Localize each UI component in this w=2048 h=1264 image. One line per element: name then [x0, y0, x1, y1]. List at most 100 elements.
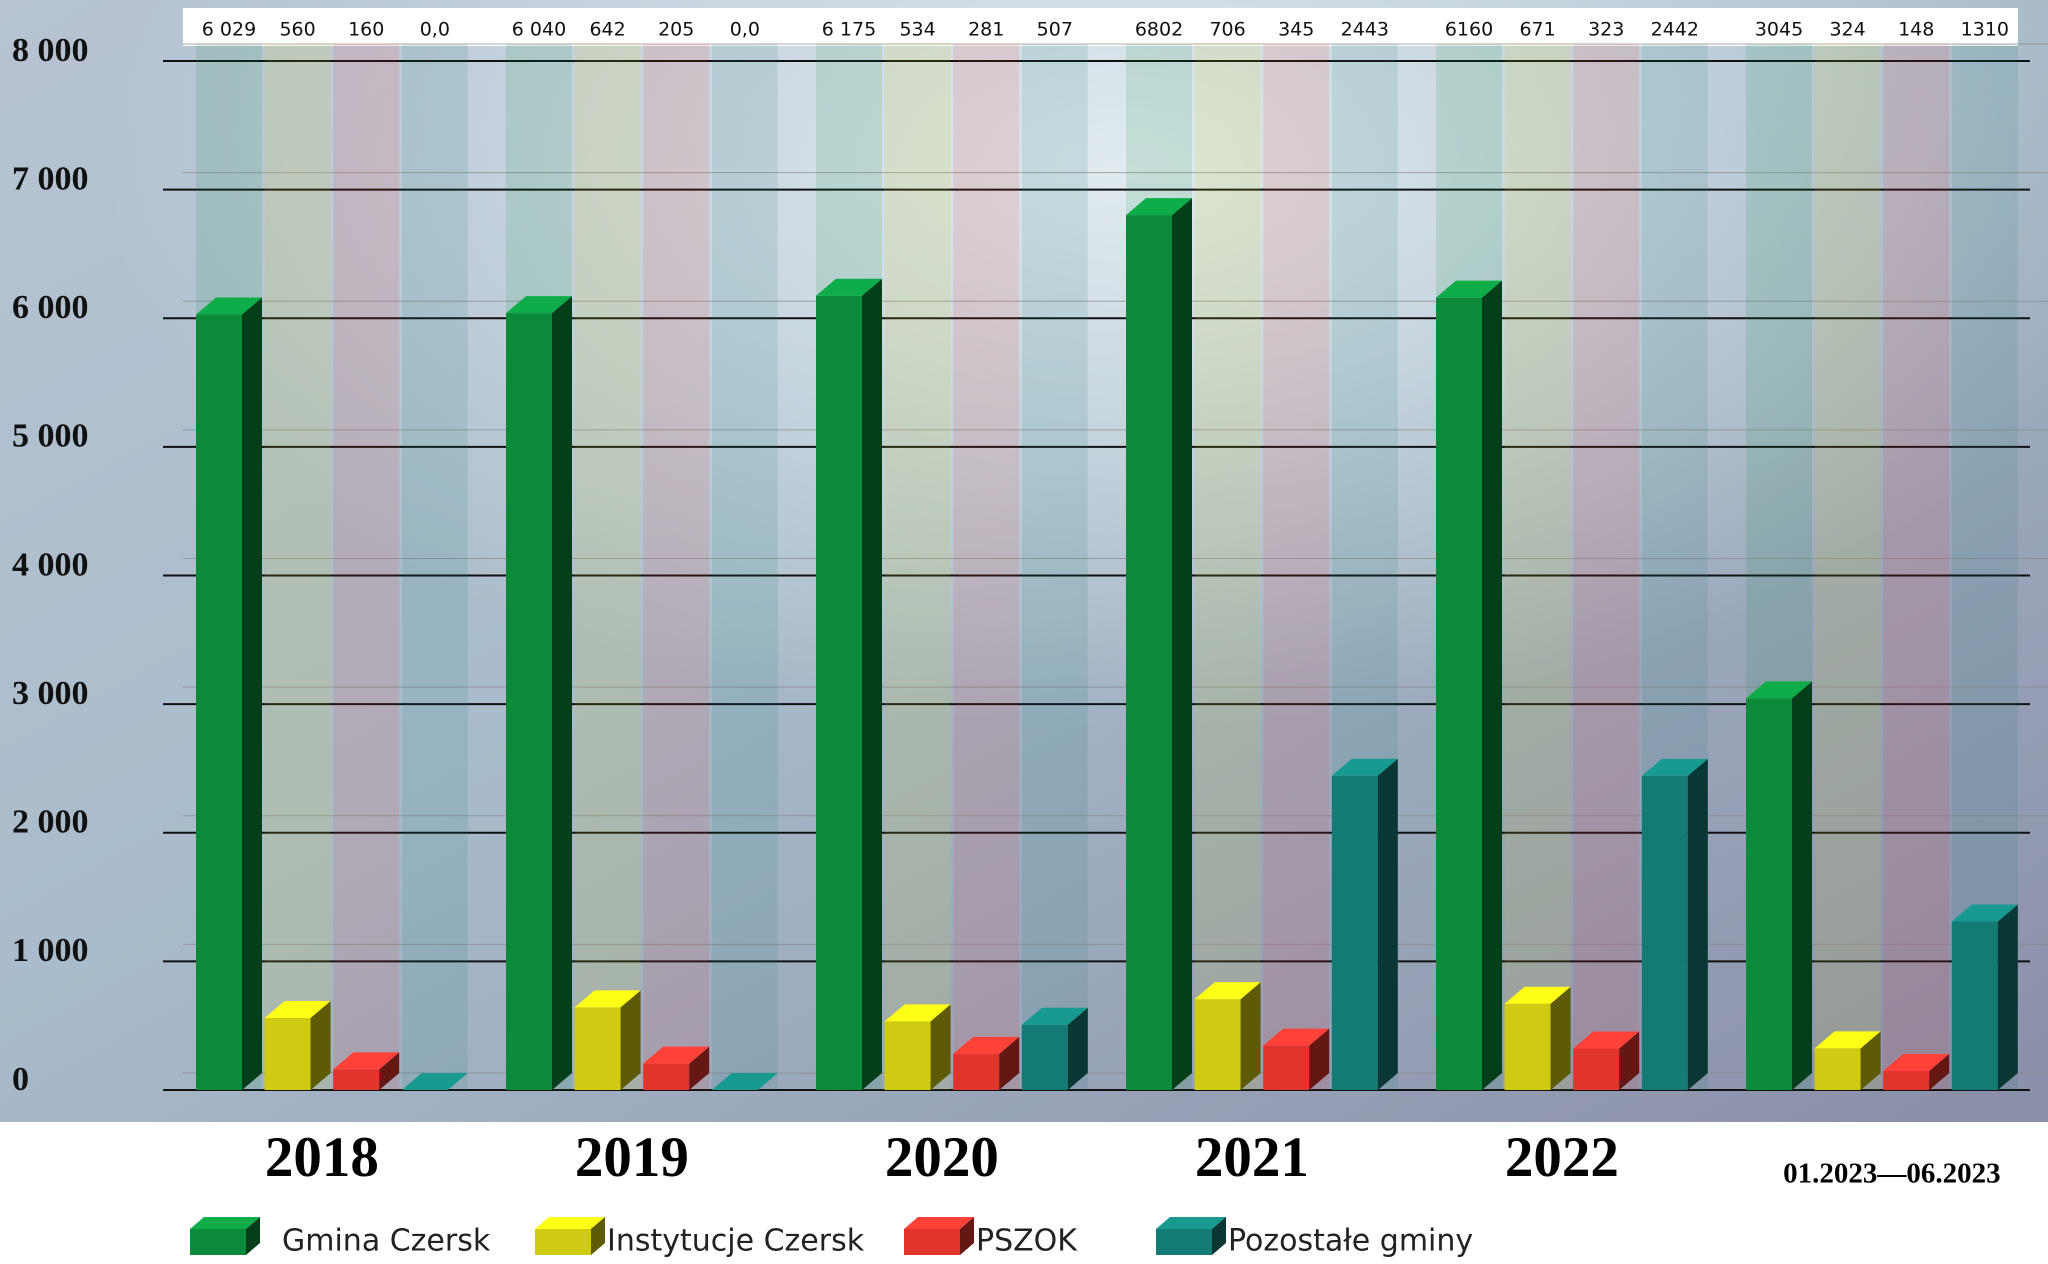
x-tick-label: 2021 [1195, 1126, 1309, 1189]
bar [574, 1007, 621, 1090]
y-tick-label: 2 000 [12, 804, 89, 841]
bar-side [1240, 982, 1261, 1090]
bar-top [1883, 1053, 1950, 1071]
bar [1331, 775, 1378, 1090]
bars [196, 44, 2018, 1091]
bar-top [1263, 1028, 1330, 1046]
bar [1194, 999, 1241, 1090]
bar [643, 1063, 690, 1090]
bar-side [1067, 1007, 1088, 1090]
bar [1263, 1045, 1310, 1090]
bar-side [1929, 1053, 1950, 1090]
value-label: 148 [1898, 19, 1934, 41]
legend-label: Instytucje Czersk [607, 1224, 865, 1259]
bar-backdrop [884, 44, 951, 1090]
bar-top [1021, 1007, 1088, 1025]
value-label: 671 [1519, 19, 1555, 41]
bar-top [574, 990, 641, 1008]
bar-top [1746, 681, 1812, 699]
value-label: 281 [968, 19, 1004, 41]
bar-side [1550, 986, 1571, 1090]
y-tick-label: 8 000 [12, 32, 89, 69]
bar [1814, 1048, 1861, 1090]
bar-backdrop [1504, 44, 1571, 1090]
value-label: 1310 [1961, 19, 2009, 41]
x-tick-label: 2020 [885, 1126, 999, 1189]
y-tick-label: 7 000 [12, 160, 89, 197]
legend-swatch [535, 1229, 591, 1255]
value-label: 0,0 [730, 19, 760, 41]
bar-top [643, 1046, 710, 1064]
legend-swatch-side [960, 1217, 974, 1255]
bar-side [379, 1052, 400, 1090]
labels: 0 1 000 2 000 3 000 4 000 5 000 6 000 7 000 8 00… [12, 19, 2009, 1259]
bar-backdrop [401, 44, 468, 1090]
bar [264, 1017, 311, 1090]
bar-backdrop [953, 44, 1020, 1090]
x-tick-label: 2018 [265, 1126, 379, 1189]
bar-top [1504, 986, 1571, 1004]
legend-swatch [190, 1229, 246, 1255]
bar [953, 1053, 1000, 1090]
legend-label: Gmina Czersk [282, 1224, 491, 1259]
bar-top [816, 278, 882, 296]
bar-top [333, 1052, 400, 1070]
bar [1504, 1003, 1551, 1090]
bar-side [689, 1046, 710, 1090]
bar [196, 314, 242, 1090]
bar-side [552, 296, 572, 1091]
bar-backdrop [711, 44, 778, 1090]
legend-swatch-top [535, 1217, 605, 1229]
bar-top [1641, 758, 1708, 776]
bar-side [620, 990, 641, 1090]
label-strip [183, 8, 2018, 46]
y-tick-label: 5 000 [12, 418, 89, 455]
value-label: 6 040 [512, 19, 566, 41]
legend-label: Pozostałe gminy [1228, 1224, 1473, 1259]
value-label: 507 [1037, 19, 1073, 41]
bar-top [1331, 758, 1398, 776]
bar-backdrop [264, 44, 331, 1090]
bar-side [1997, 904, 2018, 1090]
bar-side [999, 1036, 1020, 1090]
bar-backdrop [1021, 44, 1088, 1090]
bar-backdrop [1263, 44, 1330, 1090]
value-label: 6160 [1445, 19, 1493, 41]
y-tick-label: 4 000 [12, 546, 89, 583]
value-label: 642 [589, 19, 625, 41]
value-label: 0,0 [420, 19, 450, 41]
bar-side [1172, 198, 1192, 1090]
bar-top [264, 1000, 331, 1018]
bar-side [242, 297, 262, 1090]
bar-side [1687, 758, 1708, 1090]
bar [1021, 1024, 1068, 1090]
bar-top [1436, 280, 1502, 298]
value-label: 323 [1588, 19, 1624, 41]
bar-top [506, 296, 572, 314]
bar-backdrop [333, 44, 400, 1090]
bar-side [1482, 280, 1502, 1090]
value-label: 345 [1278, 19, 1314, 41]
legend-label: PSZOK [976, 1224, 1078, 1259]
value-label: 205 [658, 19, 694, 41]
bar [506, 313, 552, 1091]
bar [1746, 698, 1792, 1090]
bar-top [1573, 1031, 1640, 1049]
value-label: 6 175 [822, 19, 876, 41]
bar-top [1814, 1031, 1881, 1049]
y-tick-label: 3 000 [12, 675, 89, 712]
value-label: 6 029 [202, 19, 256, 41]
bar-side [1309, 1028, 1330, 1090]
y-tick-label: 0 [12, 1061, 29, 1098]
legend-swatch [904, 1229, 960, 1255]
value-label: 534 [899, 19, 935, 41]
value-label: 560 [279, 19, 315, 41]
bar-side [1619, 1031, 1640, 1090]
value-label: 2443 [1341, 19, 1389, 41]
bar-side [1860, 1031, 1881, 1090]
value-label: 6802 [1135, 19, 1183, 41]
value-label: 706 [1209, 19, 1245, 41]
legend-swatch-top [904, 1217, 974, 1229]
value-label: 160 [348, 19, 384, 41]
